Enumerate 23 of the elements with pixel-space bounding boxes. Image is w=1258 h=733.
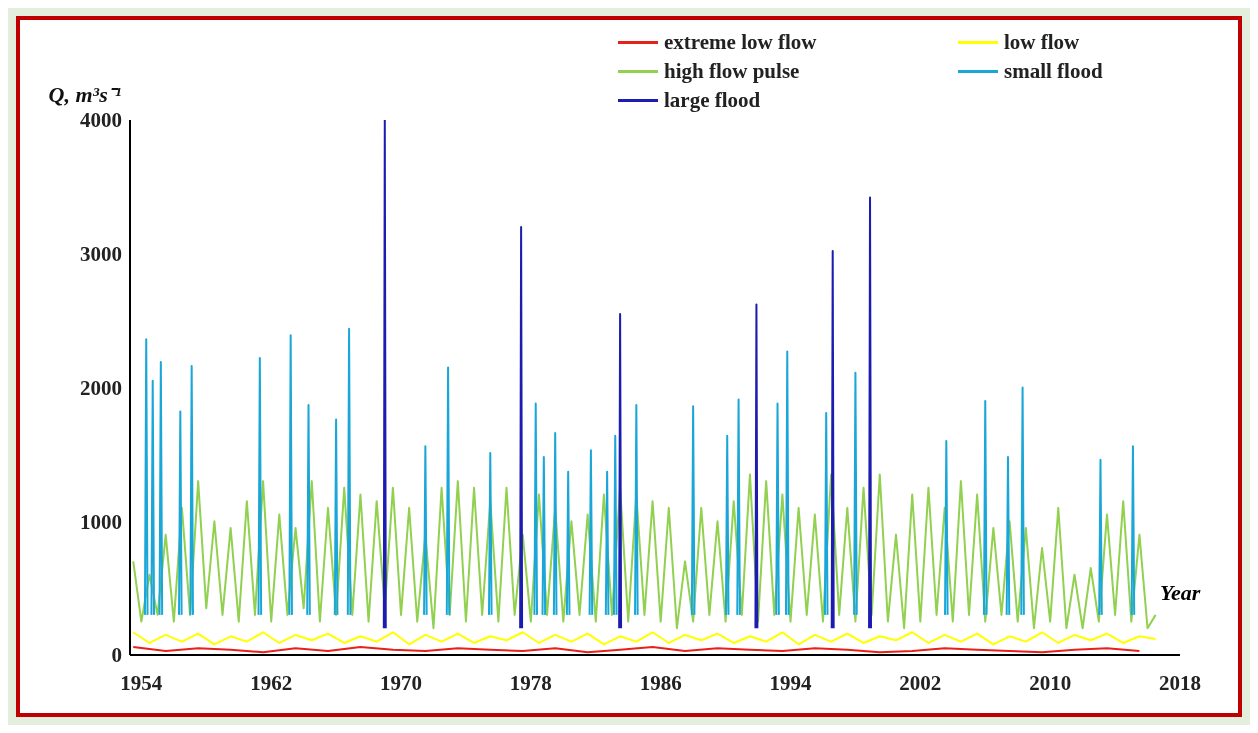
y-axis-title: Q, m³s⁻¹ <box>48 82 122 107</box>
x-tick-label: 2002 <box>899 670 942 695</box>
x-tick-label: 1954 <box>120 670 163 695</box>
y-tick-label: 2000 <box>80 375 122 400</box>
x-axis-title: Year <box>1160 580 1201 606</box>
x-tick-label: 2018 <box>1159 670 1201 695</box>
y-tick-label: 0 <box>111 643 122 668</box>
legend-label: high flow pulse <box>664 59 800 84</box>
legend-label: extreme low flow <box>664 30 817 55</box>
legend-label: small flood <box>1004 59 1103 84</box>
x-tick-label: 1986 <box>639 670 682 695</box>
y-tick-label: 4000 <box>80 108 122 133</box>
legend-label: low flow <box>1004 30 1080 55</box>
legend-label: large flood <box>664 88 761 113</box>
y-tick-label: 1000 <box>80 509 122 534</box>
line-series <box>132 631 1157 646</box>
x-tick-label: 1962 <box>250 670 293 695</box>
x-tick-label: 1994 <box>769 670 813 695</box>
x-tick-label: 2010 <box>1029 670 1072 695</box>
x-tick-label: 1970 <box>380 670 423 695</box>
line-series <box>132 473 1157 630</box>
y-tick-label: 3000 <box>80 242 122 267</box>
x-tick-label: 1978 <box>509 670 552 695</box>
